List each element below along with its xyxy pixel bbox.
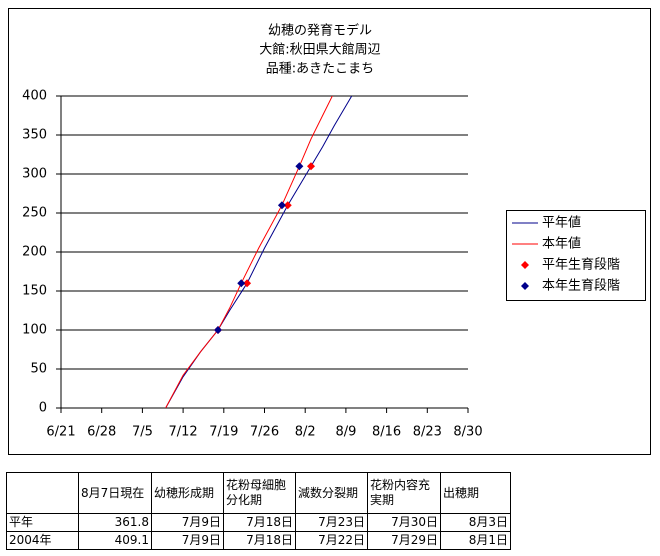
table-cell: 7月18日 [223,513,296,532]
x-tick-label: 7/26 [250,425,279,440]
chart: 幼穂の発育モデル 大館:秋田県大館周辺 品種:あきたこまち 0 50 100 150 2… [8,8,651,455]
x-tick-label: 8/2 [295,425,316,440]
table-cell: 7月29日 [367,531,441,550]
table-cell: 7月9日 [151,531,224,550]
y-tick-label: 100 [22,323,47,338]
table-header: 8月7日現在 幼穂形成期 花粉母細胞分化期 減数分裂期 花粉内容充実期 出穂期 [6,472,511,514]
x-tick-label: 6/28 [87,425,116,440]
chart-title: 品種:あきたこまち [266,61,374,77]
x-tick-label: 6/21 [46,425,75,440]
table-cell: 409.1 [78,531,152,550]
chart-title: 大館:秋田県大館周辺 [259,43,380,58]
y-tick-label: 300 [22,167,47,182]
table-header-cell: 幼穂形成期 [151,472,224,514]
table-row: 平年 361.8 7月9日 7月18日 7月23日 7月30日 8月3日 [6,513,511,532]
legend-swatch [521,282,529,290]
table-cell: 7月23日 [295,513,368,532]
table-header-cell: 出穂期 [440,472,511,514]
series-line [165,96,333,408]
stage-point [295,162,304,171]
table-corner [6,472,79,514]
stage-point [243,279,252,288]
stage-point [283,201,292,210]
y-tick-label: 350 [22,128,47,143]
table-header-cell: 減数分裂期 [295,472,368,514]
legend-swatch [521,261,529,269]
row-header: 平年 [6,513,79,532]
table-header-cell: 8月7日現在 [78,472,152,514]
table-row: 2004年 409.1 7月9日 7月18日 7月22日 7月29日 8月1日 [6,531,511,550]
x-tick-label: 8/23 [413,425,442,440]
table-cell: 7月9日 [151,513,224,532]
legend-label: 平年生育段階 [542,257,620,273]
chart-title: 幼穂の発育モデル [268,23,372,39]
y-tick-label: 250 [22,206,47,221]
table-header-cell: 花粉母細胞分化期 [223,472,296,514]
legend-label: 本年生育段階 [542,278,620,294]
x-tick-label: 7/19 [209,425,238,440]
table-cell: 7月30日 [367,513,441,532]
table-header-cell: 花粉内容充実期 [367,472,441,514]
stage-point [307,162,316,171]
table-cell: 7月22日 [295,531,368,550]
x-tick-label: 7/5 [132,425,153,440]
stage-point [213,326,222,334]
stage-point [277,201,286,210]
table-cell: 8月3日 [440,513,511,532]
table-cell: 8月1日 [440,531,511,550]
y-tick-label: 0 [39,401,47,416]
y-tick-label: 50 [30,362,47,377]
table-cell: 361.8 [78,513,152,532]
legend-box [506,210,646,301]
x-tick-label: 8/30 [453,425,482,440]
table-cell: 7月18日 [223,531,296,550]
stage-table: 8月7日現在 幼穂形成期 花粉母細胞分化期 減数分裂期 花粉内容充実期 出穂期 … [6,472,511,550]
y-tick-label: 150 [22,284,47,299]
stage-point [237,279,246,288]
y-tick-label: 400 [22,89,47,104]
x-tick-label: 7/12 [168,425,197,440]
legend-label: 本年値 [542,236,581,252]
x-tick-label: 8/9 [335,425,356,440]
row-header: 2004年 [6,531,79,550]
y-tick-label: 200 [22,245,47,260]
x-tick-label: 8/16 [372,425,401,440]
legend-label: 平年値 [542,215,581,231]
